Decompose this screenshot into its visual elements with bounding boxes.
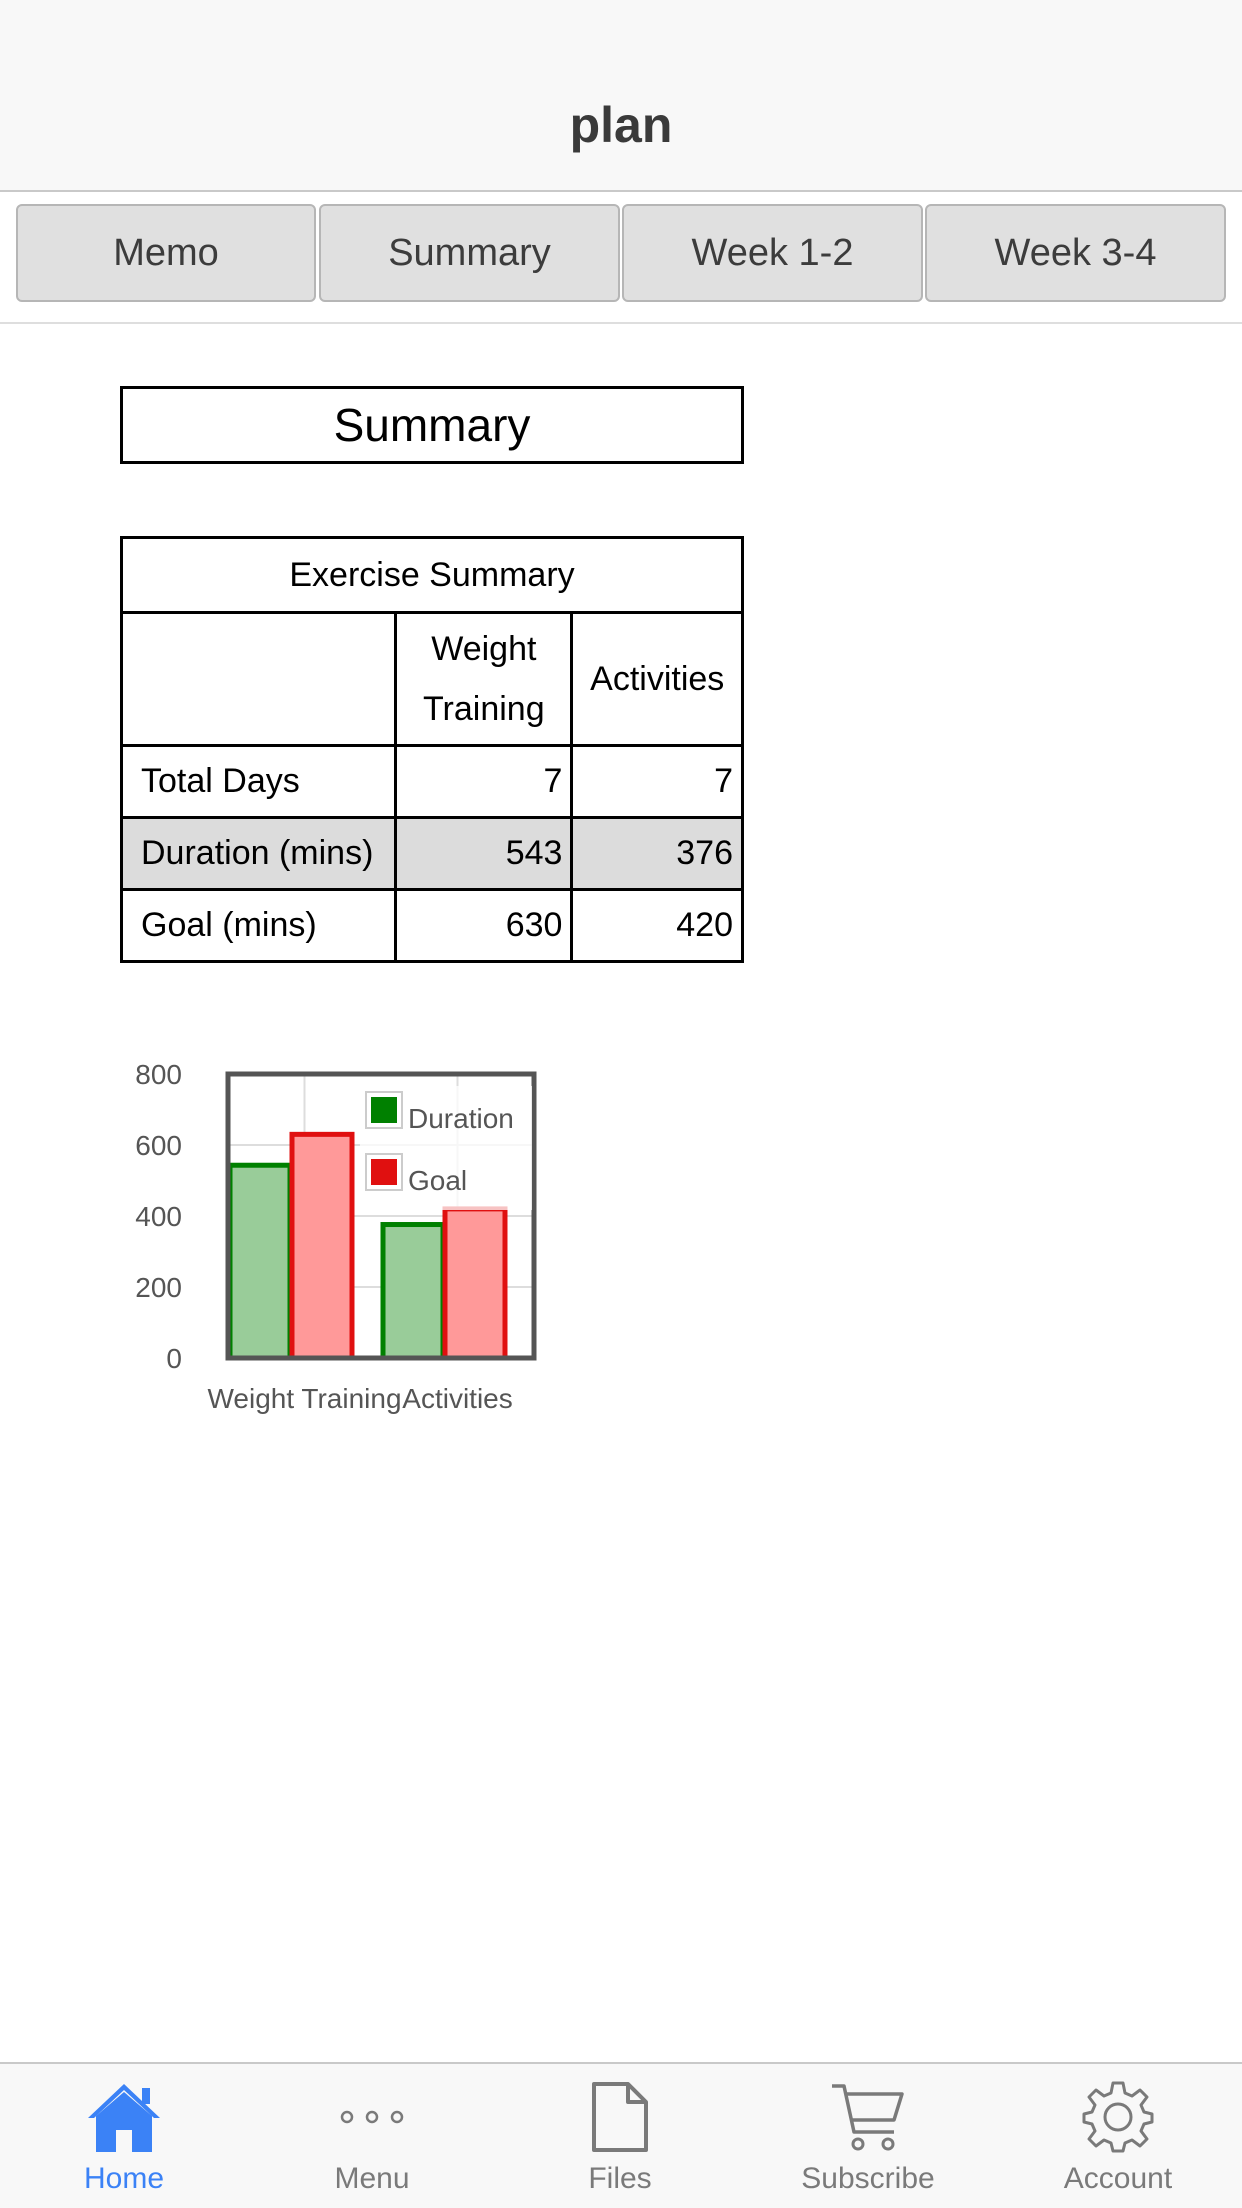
file-icon [590,2078,650,2156]
segment-tabs: Memo Summary Week 1-2 Week 3-4 [0,192,1242,324]
tabbar-label: Subscribe [801,2162,935,2195]
tabbar-label: Files [588,2162,652,2195]
y-tick-label: 600 [135,1130,182,1161]
plot-frame [225,1071,537,1361]
tabbar-item-menu[interactable]: Menu [248,2064,496,2208]
y-tick-label: 200 [135,1272,182,1303]
table-header-weight-training: Weight Training [394,611,574,747]
tabbar-label: Menu [334,2162,410,2195]
tabbar-item-files[interactable]: Files [496,2064,744,2208]
tabbar-item-home[interactable]: Home [0,2064,248,2208]
bar-chart: 0 200 400 600 800 Weight Training Activities Du… [135,1059,537,1414]
cell-weight-training: 630 [394,888,574,963]
tab-week-3-4[interactable]: Week 3-4 [925,204,1226,302]
table-row: Total Days 7 7 [119,744,744,819]
table-header-empty [119,611,398,747]
cell-weight-training: 543 [395,817,574,890]
row-label: Total Days [119,744,398,819]
legend-swatch [371,1159,397,1185]
header-line: Training [423,690,545,728]
tabbar-label: Account [1063,2162,1173,2195]
bottom-tab-bar: Home Menu Files [0,2062,1242,2208]
table-header-activities: Activities [570,611,744,747]
x-tick-label: Weight Training [207,1383,401,1414]
gear-icon [1080,2078,1156,2156]
navigation-bar: plan [0,0,1242,192]
bar-duration [227,1162,293,1361]
y-tick-label: 0 [166,1343,182,1374]
tabbar-item-account[interactable]: Account [994,2064,1242,2208]
cell-activities: 420 [570,888,744,963]
table-caption: Exercise Summary [120,536,744,614]
header-line: Weight [431,630,537,668]
page-title: plan [569,97,673,153]
cart-icon [830,2078,906,2156]
legend-swatch [371,1097,397,1123]
duration-goal-chart: 0 200 400 600 800 Weight Training Activities Du… [120,1050,580,1430]
more-icon [337,2078,407,2156]
legend-label: Duration [408,1103,514,1134]
tabbar-label: Home [83,2162,165,2195]
tab-summary[interactable]: Summary [319,204,620,302]
tabbar-item-subscribe[interactable]: Subscribe [744,2064,992,2208]
summary-heading: Summary [120,386,744,464]
cell-activities: 7 [570,744,744,819]
tab-week-1-2[interactable]: Week 1-2 [622,204,923,302]
home-icon [86,2078,162,2156]
table-row: Goal (mins) 630 420 [119,888,744,963]
row-label: Goal (mins) [119,888,398,963]
x-tick-label: Activities [402,1383,512,1414]
legend-label: Goal [408,1165,467,1196]
cell-activities: 376 [571,817,744,890]
bar-goal [289,1131,355,1361]
bar-duration [380,1222,446,1361]
tab-memo[interactable]: Memo [16,204,316,302]
row-label: Duration (mins) [119,817,398,890]
bar-goal [442,1206,508,1361]
table-row: Duration (mins) 543 376 [119,817,744,890]
y-tick-label: 800 [135,1059,182,1090]
y-tick-label: 400 [135,1201,182,1232]
cell-weight-training: 7 [394,744,574,819]
exercise-summary-table: Exercise Summary Weight Training Activiti… [119,536,744,963]
